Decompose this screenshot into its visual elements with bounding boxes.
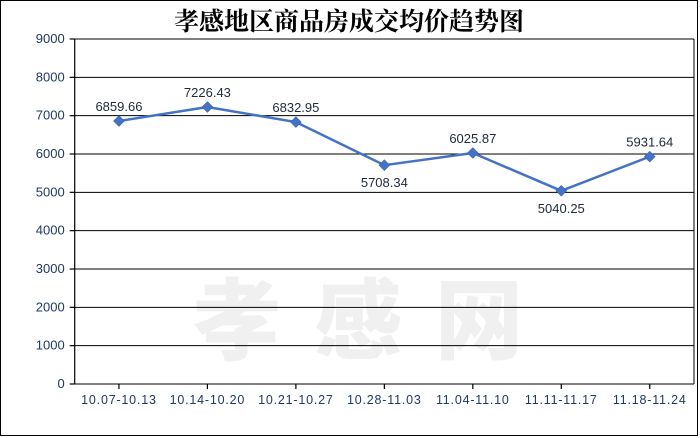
svg-text:6000: 6000 [36, 146, 65, 161]
svg-text:6832.95: 6832.95 [272, 100, 319, 115]
svg-text:11.18-11.24: 11.18-11.24 [613, 393, 687, 407]
svg-text:10.07-10.13: 10.07-10.13 [81, 393, 157, 407]
svg-text:5000: 5000 [36, 184, 65, 199]
svg-text:10.28-11.03: 10.28-11.03 [347, 393, 422, 407]
svg-text:5931.64: 5931.64 [626, 135, 673, 150]
svg-text:6025.87: 6025.87 [449, 131, 496, 146]
svg-text:8000: 8000 [36, 69, 65, 84]
svg-text:3000: 3000 [36, 261, 65, 276]
svg-text:4000: 4000 [36, 223, 65, 238]
svg-text:5040.25: 5040.25 [538, 201, 585, 216]
svg-text:2000: 2000 [36, 299, 65, 314]
svg-text:9000: 9000 [36, 31, 65, 46]
svg-text:1000: 1000 [36, 338, 65, 353]
svg-text:11.11-11.17: 11.11-11.17 [525, 393, 598, 407]
svg-text:10.14-10.20: 10.14-10.20 [170, 393, 246, 407]
svg-text:10.21-10.27: 10.21-10.27 [258, 393, 334, 407]
svg-text:7226.43: 7226.43 [184, 85, 231, 100]
svg-text:7000: 7000 [36, 108, 65, 123]
svg-text:6859.66: 6859.66 [95, 99, 142, 114]
svg-text:0: 0 [57, 376, 64, 391]
svg-text:5708.34: 5708.34 [361, 175, 408, 190]
svg-text:11.04-11.10: 11.04-11.10 [436, 393, 510, 407]
